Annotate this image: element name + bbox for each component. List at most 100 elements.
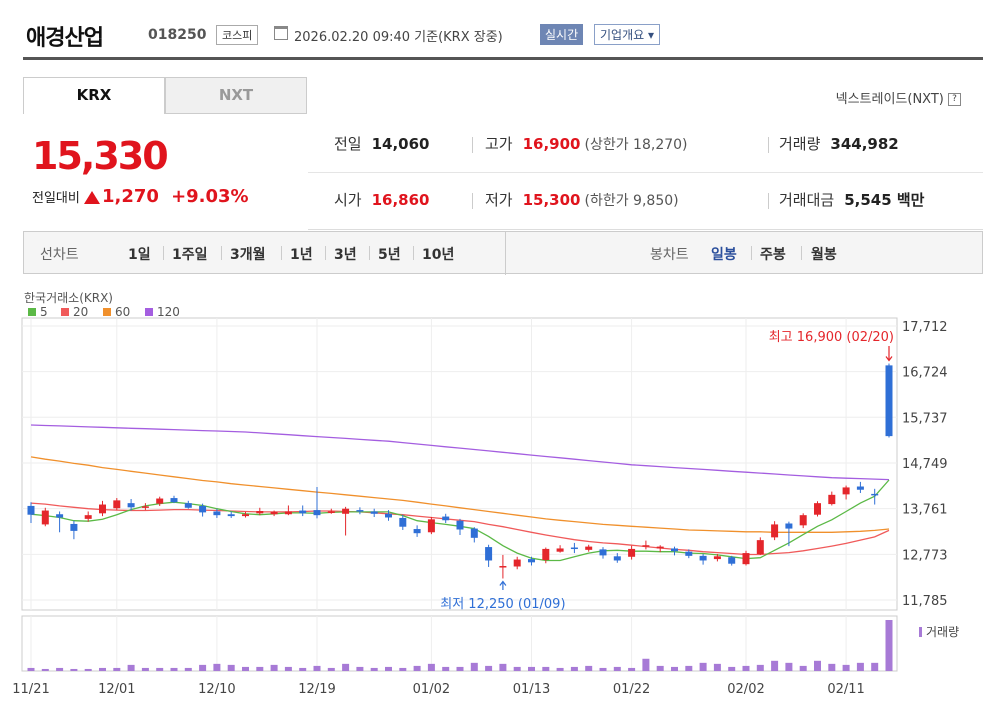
volume-bar — [599, 667, 607, 671]
volume-bar — [342, 663, 350, 671]
legend-label: 5 — [40, 305, 48, 319]
volume-bar — [256, 666, 264, 671]
candle-body — [556, 548, 564, 552]
candle-weekly[interactable]: 주봉 — [760, 247, 786, 263]
help-icon[interactable]: ? — [948, 93, 961, 106]
x-tick-label: 12/10 — [198, 682, 235, 697]
x-tick-label: 12/19 — [298, 682, 335, 697]
quote-grid: 전일 14,060 고가 16,900 (상한가 18,270) 거래량 344,982… — [308, 117, 983, 230]
x-tick-label: 02/02 — [727, 682, 764, 697]
x-tick-label: 11/21 — [12, 682, 49, 697]
candle-body — [742, 553, 750, 565]
volume-legend-label: 거래량 — [926, 625, 959, 639]
nxt-link[interactable]: 넥스트레이드(NXT) ? — [836, 88, 961, 107]
candle-body — [41, 510, 49, 525]
range-10y[interactable]: 10년 — [422, 247, 455, 263]
x-tick-label: 12/01 — [98, 682, 135, 697]
prev-close-label: 전일 — [334, 135, 362, 153]
candle-chart-label: 봉차트 — [650, 247, 689, 263]
low-annotation: 최저 12,250 (01/09) — [440, 597, 565, 612]
range-5y[interactable]: 5년 — [378, 247, 401, 263]
realtime-button[interactable]: 실시간 — [540, 24, 584, 45]
ma120-line — [30, 424, 890, 481]
range-3m[interactable]: 3개월 — [230, 247, 266, 263]
candle-body — [828, 494, 836, 505]
company-info-dropdown[interactable]: 기업개요 ▾ — [594, 24, 661, 45]
volume-bar — [27, 667, 35, 671]
volume-bar — [41, 668, 49, 671]
high-annotation: 최고 16,900 (02/20) — [769, 330, 894, 345]
candle-body — [141, 506, 149, 508]
volume-bar — [785, 662, 793, 671]
candle-body — [70, 523, 78, 531]
volume-bar — [313, 665, 321, 671]
candle-body — [399, 517, 407, 527]
candle-body — [528, 559, 535, 563]
volume-bar — [542, 666, 550, 671]
volume-bar — [814, 660, 821, 671]
y-tick-label: 17,712 — [902, 320, 948, 335]
candle-body — [513, 559, 521, 567]
open-value: 16,860 — [371, 191, 430, 209]
volume-bar — [628, 667, 636, 671]
quote-datetime: 2026.02.20 09:40 기준(KRX 장중) — [294, 30, 503, 45]
plot-frame — [21, 317, 898, 611]
volume-bar — [427, 663, 435, 671]
divider — [768, 193, 769, 209]
volume-bar — [284, 666, 292, 671]
range-1d[interactable]: 1일 — [128, 247, 151, 263]
volume-bar — [699, 662, 707, 671]
tab-krx[interactable]: KRX — [23, 77, 165, 114]
volume-bar — [685, 665, 693, 671]
volume-bar — [470, 662, 478, 671]
volume-bar — [141, 667, 149, 671]
legend-label: 120 — [157, 305, 180, 319]
volume-bar — [227, 664, 235, 671]
volume-bar — [513, 666, 521, 671]
candle-body — [656, 546, 664, 549]
candle-body — [327, 511, 335, 513]
change-amount: 1,270 — [101, 186, 159, 207]
candle-body — [628, 548, 636, 557]
candle-daily[interactable]: 일봉 — [711, 247, 737, 263]
candle-body — [256, 511, 264, 514]
range-1y[interactable]: 1년 — [290, 247, 313, 263]
volume-bar — [99, 667, 106, 671]
amount-value: 5,545 백만 — [844, 191, 925, 209]
candle-body — [570, 547, 578, 550]
volume-bar — [70, 668, 78, 671]
price-change: 전일대비 1,270 +9.03% — [32, 186, 249, 207]
volume-bar — [742, 665, 750, 671]
range-3y[interactable]: 3년 — [334, 247, 357, 263]
candle-body — [485, 547, 493, 561]
candle-body — [170, 498, 178, 503]
candle-body — [871, 493, 879, 496]
candle-body — [413, 529, 421, 534]
volume-bar — [213, 663, 221, 671]
volume-bar — [356, 666, 364, 671]
volume-bar — [442, 666, 450, 671]
volume-bar — [184, 667, 192, 671]
candle-body — [370, 511, 378, 514]
stock-name: 애경산업 — [26, 26, 104, 51]
y-tick-label: 16,724 — [902, 366, 948, 381]
candle-body — [856, 486, 864, 490]
candle-monthly[interactable]: 월봉 — [811, 247, 837, 263]
prev-close-value: 14,060 — [371, 135, 430, 153]
legend-label: 20 — [73, 305, 88, 319]
volume-bar — [799, 665, 807, 671]
volume-bar — [242, 666, 249, 671]
volume-bar — [528, 666, 535, 671]
upper-limit: (상한가 18,270) — [584, 137, 688, 153]
candle-body — [156, 498, 164, 504]
volume-bar — [613, 666, 621, 671]
candle-body — [270, 511, 278, 515]
tab-nxt[interactable]: NXT — [165, 77, 307, 114]
candle-body — [84, 515, 92, 519]
candle-body — [99, 504, 106, 514]
candle-body — [456, 520, 464, 530]
range-1w[interactable]: 1주일 — [172, 247, 208, 263]
candle-body — [499, 566, 507, 568]
volume-bar — [270, 664, 278, 671]
candle-body — [542, 548, 550, 561]
